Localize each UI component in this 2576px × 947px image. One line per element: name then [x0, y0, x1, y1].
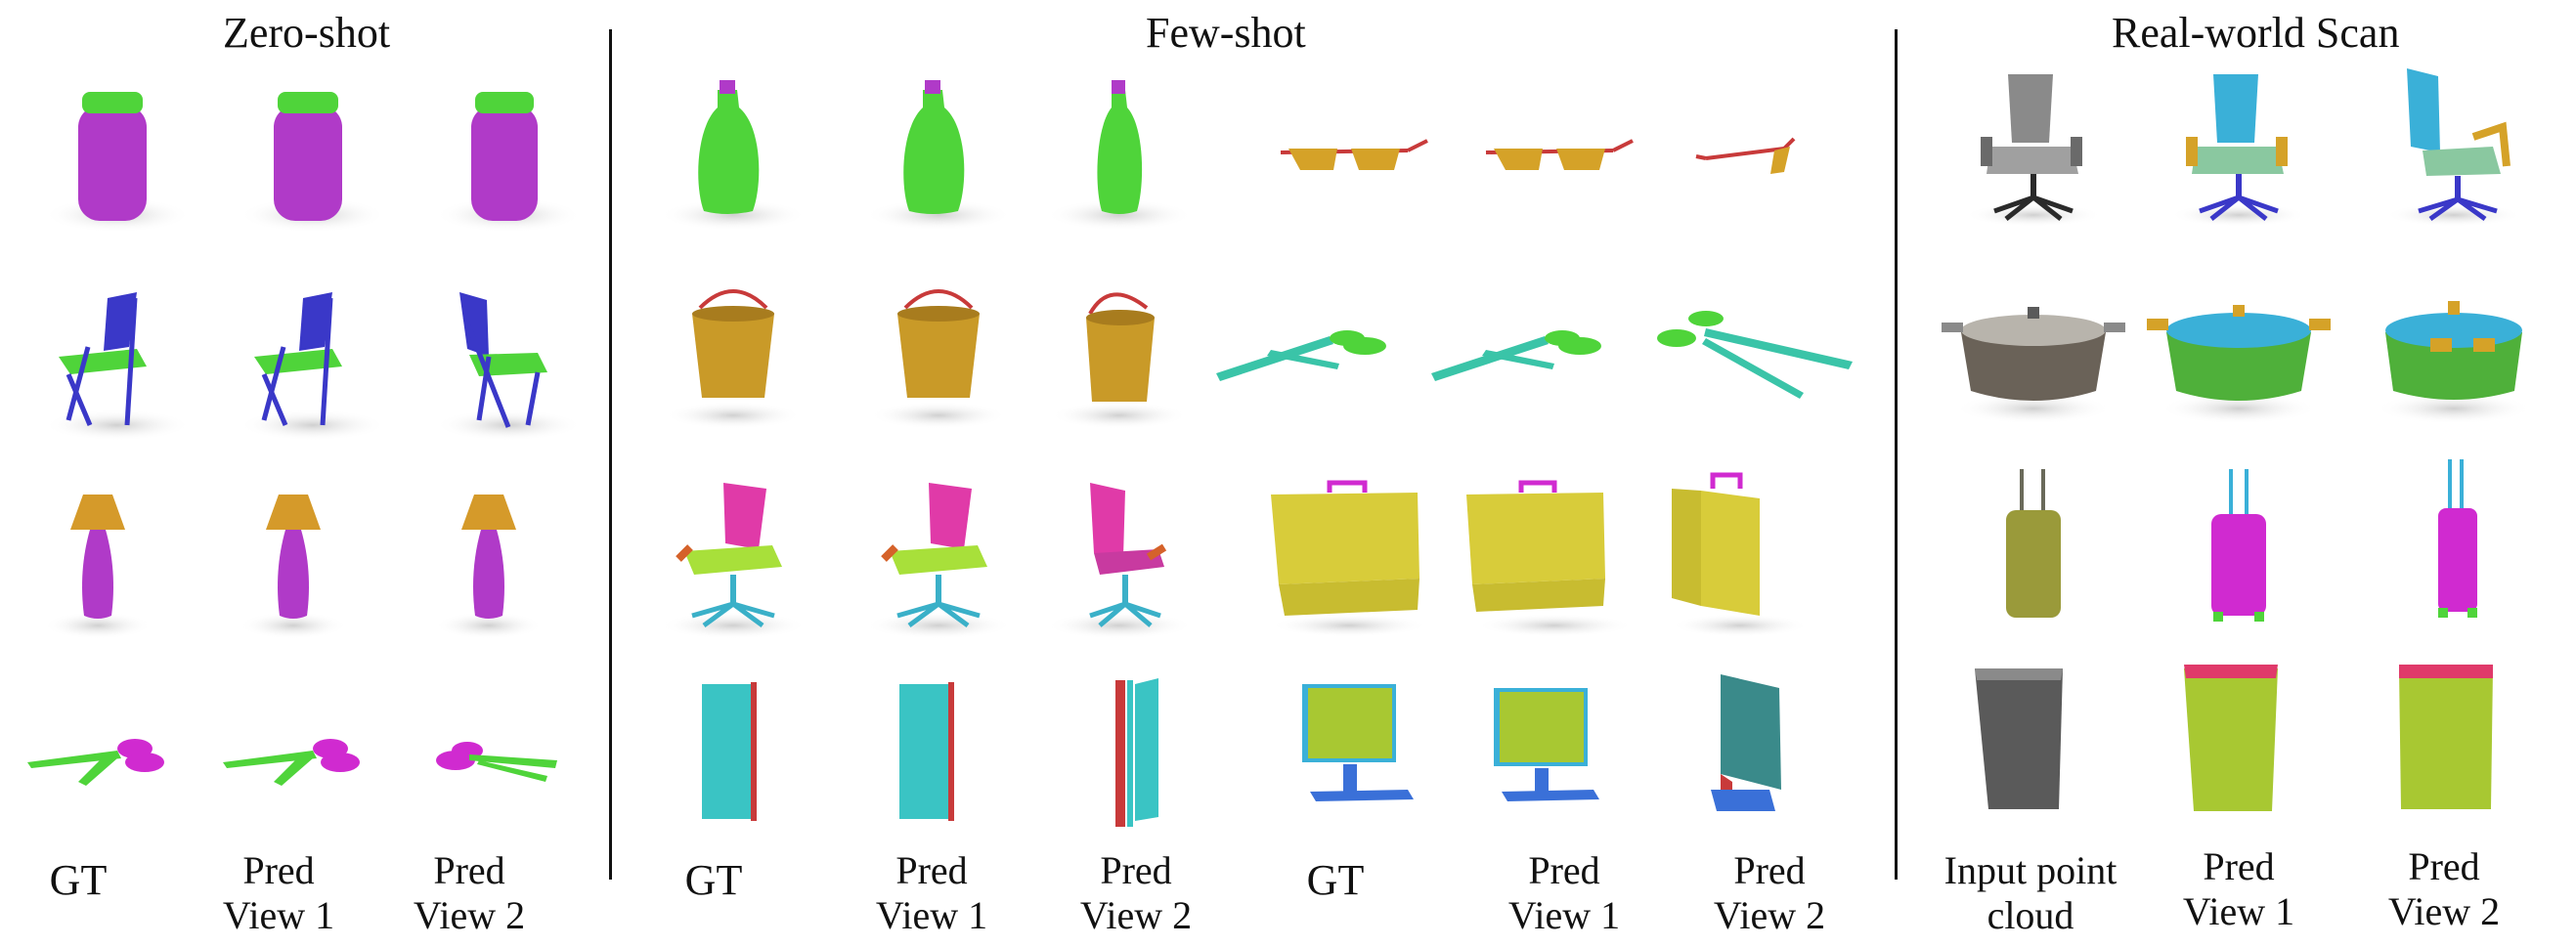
divider-left [609, 29, 612, 880]
bucket-pred-view2 [1051, 292, 1188, 429]
folding-chair-pred-view2 [435, 292, 582, 441]
scan-pot-pred-view2 [2376, 301, 2532, 424]
eyeglasses-pred-view2 [1695, 137, 1796, 174]
label-gt-few-shot-left: GT [684, 856, 743, 904]
office-chair-pred-view2 [1046, 483, 1193, 639]
folding-chair-pred-view1 [240, 292, 386, 441]
jar-pred-view2 [435, 92, 582, 233]
jar-gt [44, 92, 191, 233]
scan-suitcase-input [2006, 469, 2061, 618]
jar-pred-view1 [240, 92, 386, 233]
door-pred-view2 [1115, 678, 1158, 827]
office-chair-pred-view1 [865, 483, 1012, 639]
bottle-gt [660, 80, 807, 231]
label-gt-zero-shot: GT [49, 856, 108, 904]
scan-pot-input [1942, 307, 2125, 424]
scan-chair-pred-view1 [2170, 74, 2307, 227]
scan-chair-pred-view2 [2385, 68, 2522, 227]
scan-bin-input [1975, 668, 2063, 809]
bottle-pred-view1 [865, 80, 1012, 231]
scan-bin-pred-view1 [2184, 665, 2278, 811]
folding-chair-gt [44, 292, 191, 441]
eyeglasses-pred-view1 [1485, 139, 1634, 170]
scissors-fs-gt [1216, 330, 1386, 381]
lamp-pred-view2 [435, 495, 543, 639]
section-title-few-shot: Few-shot [1146, 9, 1306, 57]
scissors-pred-view2 [436, 742, 557, 782]
monitor-gt [1302, 684, 1414, 801]
scissors-fs-pred-view2 [1657, 311, 1853, 399]
divider-right [1895, 29, 1898, 880]
office-chair-gt [660, 483, 807, 639]
label-pred-view1-real-world: Pred View 1 [2182, 844, 2295, 933]
label-gt-few-shot-right: GT [1306, 856, 1365, 904]
label-pred-view2-real-world: Pred View 2 [2387, 844, 2501, 933]
section-title-zero-shot: Zero-shot [223, 9, 391, 57]
lamp-gt [44, 495, 152, 639]
scan-chair-input [1965, 74, 2102, 227]
scan-pot-pred-view1 [2147, 305, 2331, 424]
label-pred-view2-zero-shot: Pred View 2 [413, 848, 526, 937]
briefcase-gt [1271, 480, 1427, 637]
briefcase-pred-view1 [1466, 480, 1633, 637]
label-pred-view1-zero-shot: Pred View 1 [222, 848, 335, 937]
bucket-gt [665, 289, 802, 429]
label-input-point-cloud: Input point cloud [1943, 848, 2118, 937]
scan-suitcase-pred-view1 [2211, 469, 2266, 622]
bucket-pred-view1 [870, 289, 1007, 429]
scissors-gt [27, 739, 164, 786]
door-gt [702, 682, 757, 821]
monitor-pred-view1 [1494, 688, 1599, 801]
briefcase-pred-view2 [1672, 472, 1809, 637]
scan-bin-pred-view2 [2399, 665, 2493, 809]
label-pred-view1-few-shot-left: Pred View 1 [875, 848, 988, 937]
eyeglasses-gt [1280, 139, 1428, 170]
door-pred-view1 [899, 682, 954, 821]
label-pred-view2-few-shot-left: Pred View 2 [1079, 848, 1193, 937]
scissors-pred-view1 [223, 739, 360, 786]
monitor-pred-view2 [1711, 674, 1781, 811]
scan-suitcase-pred-view2 [2438, 459, 2477, 618]
scissors-fs-pred-view1 [1431, 330, 1601, 381]
label-pred-view2-few-shot-right: Pred View 2 [1713, 848, 1826, 937]
section-title-real-world-scan: Real-world Scan [2112, 9, 2400, 57]
bottle-pred-view2 [1046, 80, 1193, 231]
label-pred-view1-few-shot-right: Pred View 1 [1507, 848, 1621, 937]
lamp-pred-view1 [240, 495, 347, 639]
